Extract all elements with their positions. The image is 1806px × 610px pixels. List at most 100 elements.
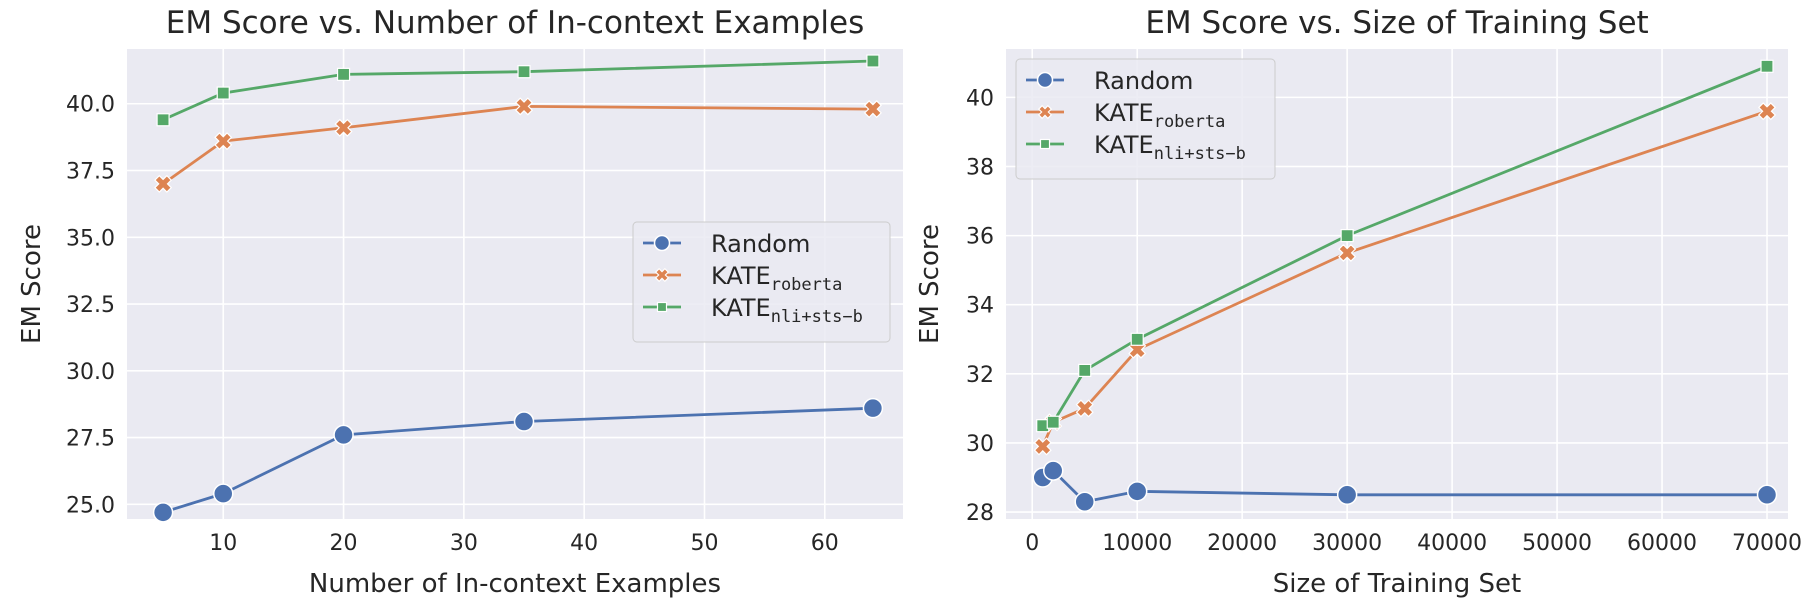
data-point (1340, 229, 1354, 243)
data-point (514, 97, 534, 116)
data-point (216, 86, 230, 100)
x-tick-label: 10 (209, 531, 237, 556)
data-point (1075, 399, 1094, 418)
y-tick-label: 40.0 (66, 93, 115, 118)
legend-label-main: KATE (711, 262, 771, 290)
x-tick-label: 40000 (1417, 531, 1487, 556)
data-point (1074, 491, 1095, 512)
x-axis-label: Size of Training Set (1273, 569, 1522, 599)
legend-label-subscript: roberta (1154, 112, 1226, 132)
legend-label: KATEroberta (1094, 99, 1225, 132)
data-point (517, 65, 531, 79)
data-point (334, 118, 353, 137)
x-axis-label: Number of In-context Examples (309, 569, 721, 599)
x-tick-label: 50000 (1522, 531, 1592, 556)
y-tick-label: 32 (966, 363, 994, 388)
series-0 (1032, 460, 1778, 512)
data-point (1130, 332, 1144, 346)
chart-training-set-size: 0 10000 20000 30000 40000 50000 60000 70000 28 30… (915, 5, 1802, 599)
chart-title: EM Score vs. Number of In-context Exampl… (166, 5, 865, 41)
x-tick-label: 70000 (1732, 531, 1802, 556)
x-tick-label: 0 (1025, 531, 1039, 556)
legend-label-main: Random (1094, 67, 1193, 95)
y-tick-label: 27.5 (66, 427, 115, 452)
x-tick-label: 40 (570, 531, 598, 556)
data-point (863, 100, 882, 119)
data-point (1042, 460, 1064, 481)
data-point (214, 132, 233, 151)
legend-label: KATEnli+sts−b (1094, 131, 1246, 164)
data-point (1760, 59, 1774, 73)
y-axis-label: EM Score (17, 224, 47, 344)
legend-label-main: KATE (711, 294, 771, 322)
legend-entry: KATEroberta (643, 262, 842, 295)
data-point (1757, 102, 1777, 121)
x-tick-label: 60000 (1627, 531, 1697, 556)
data-point (1033, 437, 1052, 456)
data-point (1756, 484, 1778, 506)
series-0 (152, 397, 884, 523)
legend-label-main: Random (711, 230, 810, 258)
x-tick-label: 60 (811, 531, 839, 556)
data-point (1078, 363, 1092, 377)
y-tick-label: 30 (966, 432, 994, 457)
y-tick-label: 25.0 (66, 493, 115, 518)
y-tick-label: 28 (966, 501, 994, 526)
y-tick-label: 35.0 (66, 226, 115, 251)
x-tick-label: 30 (450, 531, 478, 556)
legend-entry: Random (643, 230, 810, 258)
data-point (513, 411, 535, 432)
data-point (862, 397, 884, 419)
legend-label-subscript: nli+sts−b (771, 307, 863, 327)
y-tick-label: 36 (966, 225, 994, 250)
legend-marker (653, 234, 671, 252)
legend-box (632, 221, 891, 343)
chart-title: EM Score vs. Size of Training Set (1145, 5, 1648, 41)
legend-label: Random (711, 230, 810, 258)
legend-marker (1037, 104, 1053, 120)
data-point (152, 502, 174, 523)
data-point (212, 483, 234, 504)
data-point (1336, 484, 1358, 506)
y-tick-label: 30.0 (66, 360, 115, 385)
data-point (333, 424, 354, 446)
x-tick-label: 20000 (1207, 531, 1277, 556)
legend-label-subscript: nli+sts−b (1154, 144, 1246, 164)
x-tick-label: 10000 (1102, 531, 1172, 556)
data-point (336, 67, 351, 81)
y-axis-label: EM Score (915, 224, 945, 344)
legend-label: KATEnli+sts−b (711, 294, 863, 327)
legend-marker (1039, 138, 1051, 150)
y-tick-label: 40 (966, 86, 994, 111)
series-1 (154, 97, 882, 193)
legend-entry: KATEnli+sts−b (643, 294, 863, 327)
legend-marker (654, 267, 670, 283)
x-tick-label: 20 (330, 531, 358, 556)
data-point (156, 113, 170, 127)
data-point (1338, 243, 1357, 262)
series-2 (156, 54, 880, 127)
data-point (1046, 415, 1060, 429)
x-tick-label: 50 (690, 531, 718, 556)
y-tick-label: 32.5 (66, 293, 115, 318)
legend-label: Random (1094, 67, 1193, 95)
legend-label: KATEroberta (711, 262, 842, 295)
chart-in-context-examples: 10 20 30 40 50 60 25.0 27.5 30.0 32.5 35.0 37.5 40.0… (17, 5, 903, 599)
y-tick-label: 34 (966, 294, 994, 319)
legend-marker (656, 301, 668, 313)
x-tick-label: 30000 (1312, 531, 1382, 556)
data-point (866, 54, 880, 68)
legend-label-main: KATE (1094, 131, 1154, 159)
legend-entry: Random (1026, 67, 1193, 95)
series-2 (1036, 59, 1774, 433)
legend-label-subscript: roberta (771, 275, 843, 295)
data-point (1126, 481, 1148, 502)
legend-box (1015, 58, 1276, 180)
legend-label-main: KATE (1094, 99, 1154, 127)
y-tick-label: 37.5 (66, 160, 115, 185)
legend-entry: KATEnli+sts−b (1026, 131, 1246, 164)
legend-marker (1036, 71, 1054, 89)
